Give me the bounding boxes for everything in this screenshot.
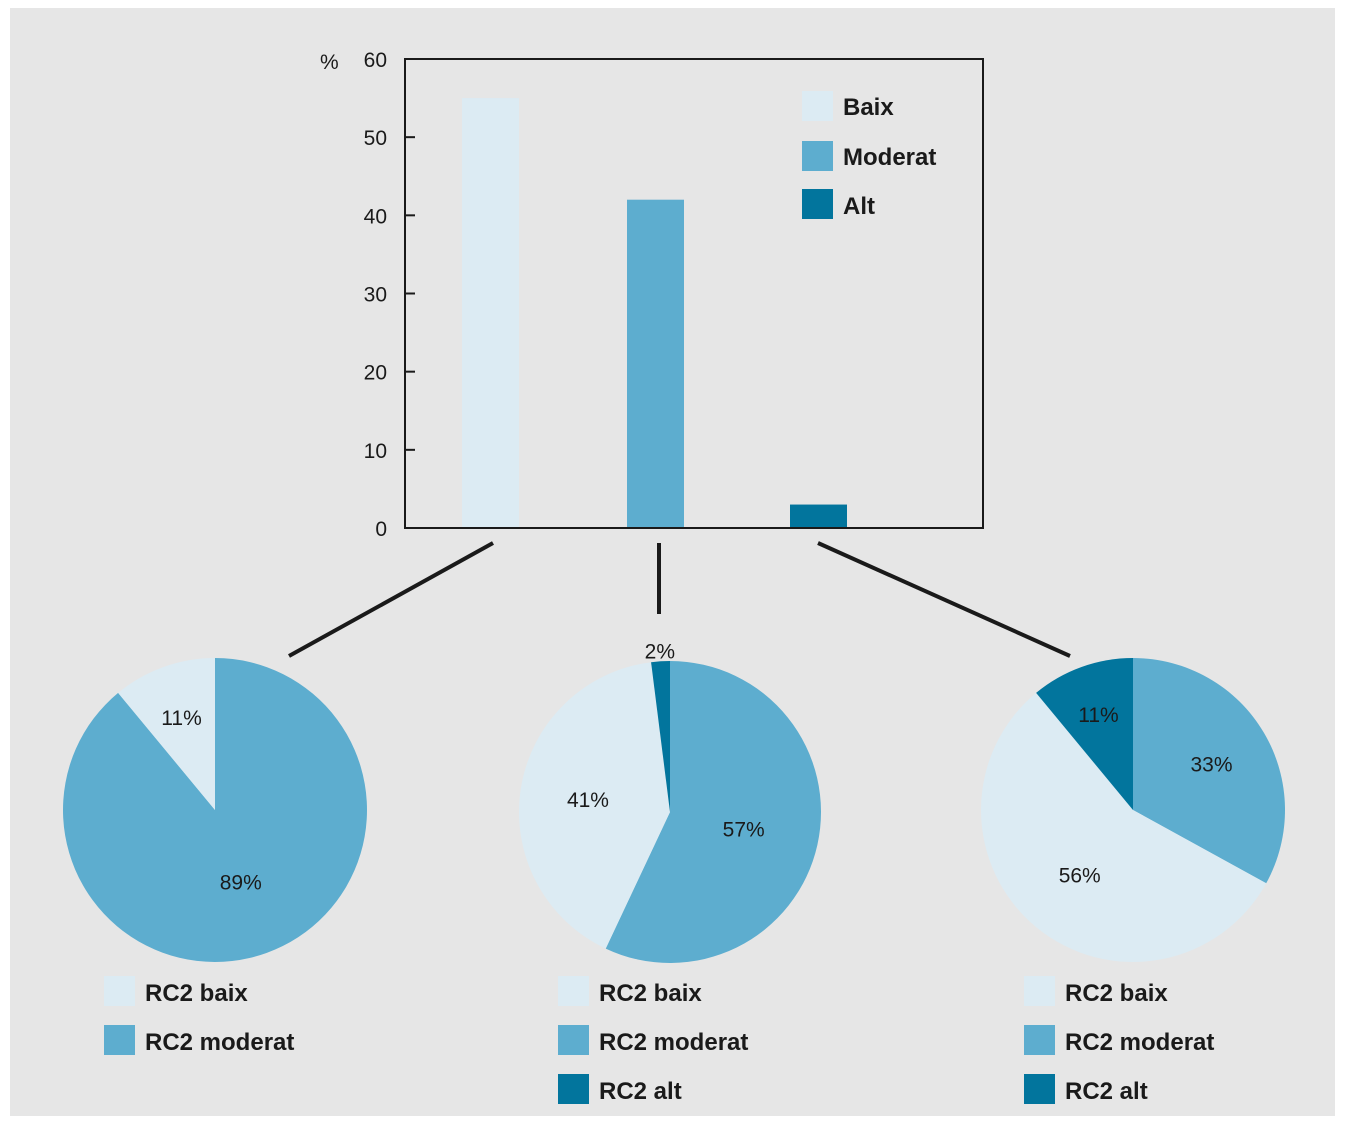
pie-slice-moderat — [1133, 658, 1285, 884]
pie-slice-label: 11% — [161, 707, 201, 730]
legend-swatch — [558, 976, 589, 1006]
pie-legend-moderat: RC2 baix RC2 moderat RC2 alt — [558, 976, 748, 1105]
legend-swatch — [1024, 976, 1055, 1006]
legend-label: RC2 baix — [145, 980, 248, 1007]
pie-chart-alt: 33% 56% 11% — [980, 658, 1285, 963]
pie-slice-alt — [651, 661, 670, 812]
legend-swatch — [104, 976, 135, 1006]
y-tick-label: 60 — [364, 49, 387, 72]
bar-alt — [790, 504, 847, 528]
legend-swatch-alt — [802, 189, 833, 219]
pie-legend-baix: RC2 baix RC2 moderat — [104, 976, 294, 1056]
y-tick-label: 10 — [364, 440, 387, 463]
pie-slice-moderat — [62, 658, 367, 962]
pie-slice-alt — [1036, 658, 1133, 810]
connector-lines — [288, 541, 1071, 658]
pie-chart-moderat: 57% 41% 2% — [519, 641, 821, 963]
y-tick-label: 50 — [364, 127, 387, 150]
legend-label: RC2 baix — [1065, 980, 1168, 1007]
pie-slice-label: 11% — [1078, 704, 1118, 727]
pie-slice-label: 56% — [1059, 864, 1101, 887]
legend-label: RC2 moderat — [599, 1029, 748, 1056]
pie-slice-baix — [980, 692, 1267, 963]
bar-moderat — [627, 199, 684, 528]
pie-slice-moderat — [605, 661, 821, 963]
y-unit-label: % — [320, 51, 339, 74]
pie-slice-baix — [118, 658, 215, 810]
pie-slice-label: 41% — [567, 789, 609, 812]
legend-swatch — [104, 1025, 135, 1055]
legend-label-moderat: Moderat — [843, 144, 936, 171]
pie-slice-label: 33% — [1190, 754, 1232, 777]
legend-label: RC2 alt — [599, 1078, 682, 1105]
legend-swatch — [558, 1074, 589, 1104]
connector-line-baix — [288, 541, 494, 658]
y-tick-label: 30 — [364, 284, 387, 307]
pie-slice-label: 57% — [723, 818, 765, 841]
legend-label: RC2 alt — [1065, 1078, 1148, 1105]
y-tick-label: 40 — [364, 205, 387, 228]
pie-legend-alt: RC2 baix RC2 moderat RC2 alt — [1024, 976, 1214, 1105]
y-tick-labels: 0 10 20 30 40 50 60 — [364, 49, 387, 541]
legend-label-alt: Alt — [843, 193, 875, 220]
legend-swatch-baix — [802, 91, 833, 121]
legend-label-baix: Baix — [843, 94, 894, 121]
legend-swatch-moderat — [802, 141, 833, 171]
legend-label: RC2 baix — [599, 980, 702, 1007]
y-tick-marks — [405, 58, 415, 529]
legend-label: RC2 moderat — [145, 1029, 294, 1056]
bars — [462, 98, 847, 528]
legend-swatch — [1024, 1025, 1055, 1055]
pie-slice-label: 89% — [220, 872, 262, 895]
bar-legend: Baix Moderat Alt — [802, 91, 936, 220]
bar-baix — [462, 98, 519, 528]
y-tick-label: 0 — [375, 518, 387, 541]
bar-chart: % 0 10 20 30 40 50 60 Baix Moderat Alt — [320, 49, 984, 541]
legend-label: RC2 moderat — [1065, 1029, 1214, 1056]
legend-swatch — [1024, 1074, 1055, 1104]
pie-chart-baix: 89% 11% — [62, 658, 367, 962]
legend-swatch — [558, 1025, 589, 1055]
pie-slice-label: 2% — [645, 641, 675, 664]
y-tick-label: 20 — [364, 362, 387, 385]
connector-line-alt — [817, 541, 1071, 658]
pie-slice-baix — [519, 662, 670, 949]
